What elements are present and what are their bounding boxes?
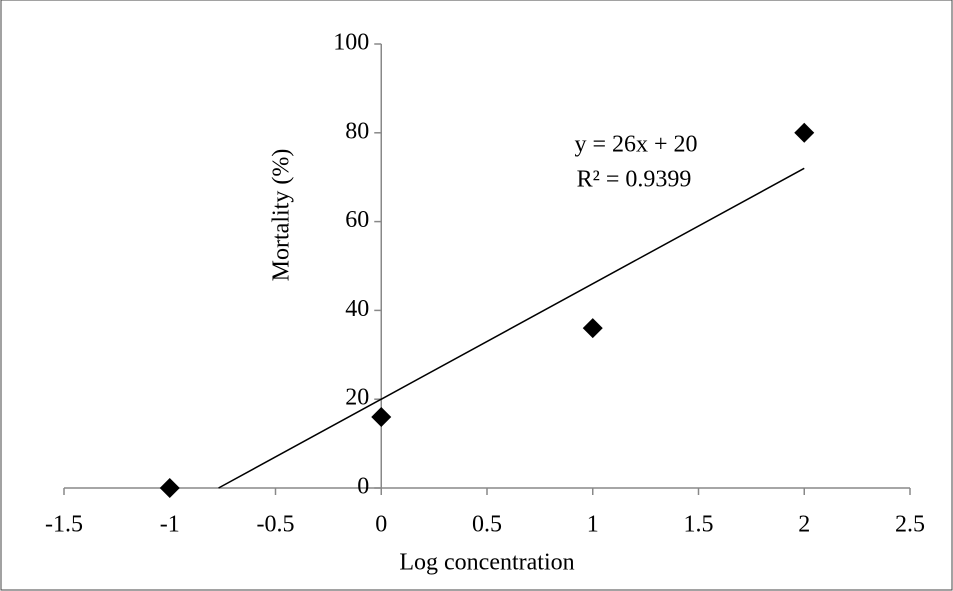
x-tick-label: -1	[160, 512, 180, 538]
trendline	[218, 167, 805, 489]
point	[582, 318, 603, 339]
point	[371, 406, 392, 427]
y-tick-label: 80	[345, 118, 369, 144]
y-tick-label: 20	[345, 385, 369, 411]
x-tick-label: 2.5	[895, 512, 925, 538]
x-axis-title: Log concentration	[399, 550, 574, 576]
point	[159, 478, 180, 498]
y-tick-label: 40	[345, 296, 369, 322]
x-tick-label: 1.5	[684, 512, 714, 538]
x-tick-label: 0	[375, 512, 387, 538]
x-tick-label: 1	[587, 512, 599, 538]
x-tick-label: 2	[798, 512, 810, 538]
y-axis-title: Mortality (%)	[269, 149, 295, 282]
trendline-r2: R² = 0.9399	[577, 167, 692, 193]
x-tick-label: 0.5	[472, 512, 502, 538]
y-tick-label: 100	[333, 30, 369, 56]
point	[794, 122, 815, 143]
trendline-equation: y = 26x + 20	[574, 132, 697, 158]
y-tick-label: 0	[357, 474, 369, 500]
x-tick-label: -1.5	[45, 512, 83, 538]
y-tick-label: 60	[345, 207, 369, 233]
x-tick-label: -0.5	[257, 512, 295, 538]
